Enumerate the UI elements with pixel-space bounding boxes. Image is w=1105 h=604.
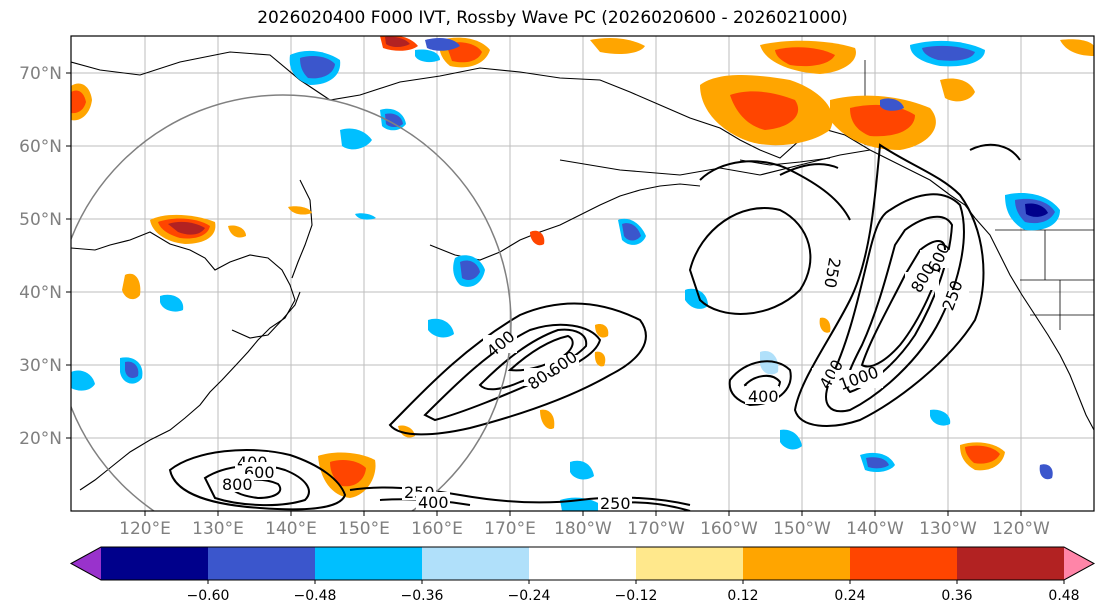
lon-label: 120°W <box>992 519 1050 539</box>
lat-label: 50°N <box>19 210 62 230</box>
coastlines <box>71 51 1094 491</box>
colorbar-tick-label: −0.36 <box>401 588 444 604</box>
colorbar-tick-label: 0.36 <box>941 588 972 604</box>
lat-label: 70°N <box>19 64 62 84</box>
colorbar-tick-label: −0.48 <box>294 588 337 604</box>
lon-label: 160°W <box>700 519 758 539</box>
contour-label: 400 <box>748 387 779 406</box>
lon-label: 170°E <box>484 519 536 539</box>
colorbar-outline <box>69 546 1096 581</box>
contour-labels: 400 800 600 250 400 250 600 800 400 1000… <box>220 240 969 513</box>
colorbar-segment <box>743 547 851 580</box>
region-circle <box>71 94 512 511</box>
colorbar-tick-label: −0.24 <box>508 588 551 604</box>
ivt-positive-shading <box>71 36 1094 498</box>
contour-label: 400 <box>418 493 449 512</box>
colorbar-segment <box>529 547 637 580</box>
colorbar-extension-low <box>71 547 101 580</box>
colorbar-segment <box>101 547 209 580</box>
contour-label: 800 <box>222 475 253 494</box>
contour-label: 250 <box>600 494 631 513</box>
colorbar-tick-label: 0.12 <box>727 588 758 604</box>
lat-axis: 70°N 60°N 50°N 40°N 30°N 20°N <box>19 64 71 449</box>
colorbar-segment <box>957 547 1065 580</box>
lon-label: 120°E <box>119 519 171 539</box>
lat-label: 60°N <box>19 137 62 157</box>
map-title: 2026020400 F000 IVT, Rossby Wave PC (202… <box>257 8 848 28</box>
lon-label: 130°E <box>192 519 244 539</box>
colorbar: −0.60 −0.48 −0.36 −0.24 −0.12 0.12 0.24 0.36 0.4… <box>69 546 1096 604</box>
colorbar-tick-label: 0.24 <box>834 588 865 604</box>
lat-label: 20°N <box>19 429 62 449</box>
lat-label: 30°N <box>19 356 62 376</box>
ivt-negative-shading <box>71 38 1060 511</box>
lon-label: 160°E <box>411 519 463 539</box>
colorbar-tick-label: −0.60 <box>187 588 230 604</box>
lon-label: 170°W <box>627 519 685 539</box>
lon-label: 180°W <box>554 519 612 539</box>
lon-label: 150°E <box>338 519 390 539</box>
colorbar-segment <box>315 547 423 580</box>
colorbar-tick-label: −0.12 <box>615 588 658 604</box>
lat-label: 40°N <box>19 283 62 303</box>
colorbar-segment <box>422 547 530 580</box>
colorbar-tick-label: 0.48 <box>1048 588 1079 604</box>
colorbar-segment <box>850 547 958 580</box>
gridlines <box>71 36 1094 511</box>
lon-label: 130°W <box>919 519 977 539</box>
lon-axis: 120°E 130°E 140°E 150°E 160°E 170°E 180°… <box>119 511 1050 539</box>
colorbar-segment <box>208 547 316 580</box>
ivt-contours <box>168 143 1021 511</box>
lon-label: 140°W <box>846 519 904 539</box>
lon-label: 150°W <box>773 519 831 539</box>
colorbar-segment <box>636 547 744 580</box>
lon-label: 140°E <box>265 519 317 539</box>
colorbar-extension-high <box>1064 547 1094 580</box>
